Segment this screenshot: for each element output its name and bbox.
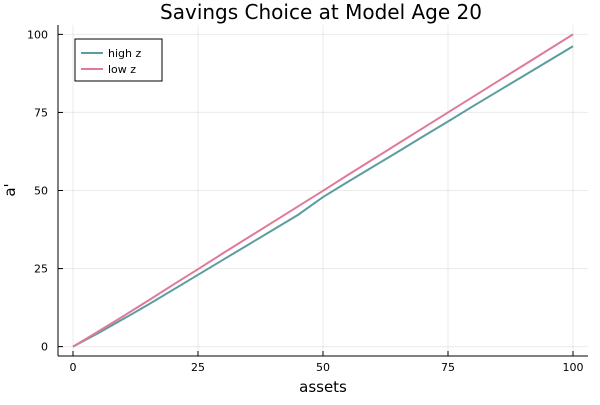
x-axis-label: assets — [299, 378, 347, 396]
y-tick-label: 75 — [34, 106, 48, 119]
chart-title: Savings Choice at Model Age 20 — [160, 0, 482, 24]
y-axis-label: a' — [1, 183, 19, 196]
y-tick-label: 100 — [27, 28, 48, 41]
legend-label-high-z: high z — [108, 47, 141, 60]
series-layer — [72, 33, 574, 348]
y-tick-label: 50 — [34, 185, 48, 198]
x-tick-label: 75 — [441, 361, 455, 374]
y-tick-label: 25 — [34, 263, 48, 276]
legend-label-low-z: low z — [108, 63, 136, 76]
legend: high z low z — [74, 38, 163, 82]
y-tick-label: 0 — [41, 341, 48, 354]
axis-ticks: 0 25 50 75 100 0 25 50 75 100 — [27, 28, 584, 374]
series-line-low-z — [72, 33, 574, 348]
x-tick-label: 50 — [316, 361, 330, 374]
x-tick-label: 100 — [563, 361, 584, 374]
x-tick-label: 25 — [191, 361, 205, 374]
x-tick-label: 0 — [70, 361, 77, 374]
legend-box — [74, 38, 163, 82]
series-line-high-z — [72, 45, 574, 348]
